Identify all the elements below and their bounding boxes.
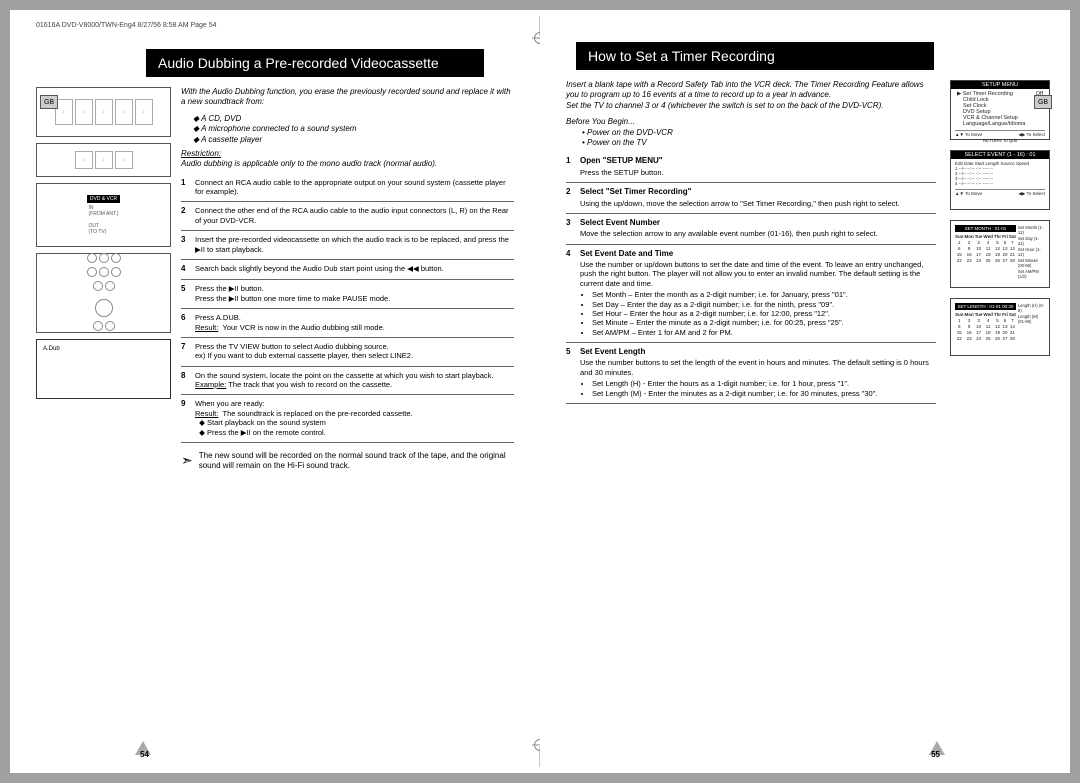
source-list: ◆ A CD, DVD ◆ A microphone connected to … xyxy=(193,114,514,145)
screen-preview-column: SETUP MENU ▶ Set Timer RecordingOff Chil… xyxy=(944,80,1054,408)
intro-text: With the Audio Dubbing function, you era… xyxy=(181,87,514,108)
intro-text-right: Insert a blank tape with a Record Safety… xyxy=(566,80,936,111)
step-row: 1Connect an RCA audio cable to the appro… xyxy=(181,178,514,197)
header-meta: 01616A DVD-V8000/TWN-Eng4 8/27/56 8:58 A… xyxy=(26,22,524,29)
before-label: Before You Begin... xyxy=(566,117,936,127)
illustration-column: ♪♪♪♪♪ ♪♪♪ DVD & VCR IN(FROM ANT.)OUT(TO … xyxy=(36,87,171,472)
illustration-tvscreen: A.Dub xyxy=(36,339,171,399)
step-row: 3Select Event NumberMove the selection a… xyxy=(566,218,936,239)
text-column-left: With the Audio Dubbing function, you era… xyxy=(181,87,514,472)
step-row: 9When you are ready:Result: The soundtra… xyxy=(181,399,514,437)
step-row: 5Press the ▶II button.Press the ▶II butt… xyxy=(181,284,514,303)
footnote: ➣ The new sound will be recorded on the … xyxy=(181,451,514,472)
step-row: 6Press A.DUB.Result: Your VCR is now in … xyxy=(181,313,514,332)
page-spread: 01616A DVD-V8000/TWN-Eng4 8/27/56 8:58 A… xyxy=(10,10,1070,773)
note-arrow-icon: ➣ xyxy=(181,451,193,472)
illustration-dance-small: ♪♪♪ xyxy=(36,143,171,177)
illustration-remote xyxy=(36,253,171,333)
step-row: 3Insert the pre-recorded videocassette o… xyxy=(181,235,514,254)
restriction-text: Audio dubbing is applicable only to the … xyxy=(181,159,514,169)
step-row: 4Search back slightly beyond the Audio D… xyxy=(181,264,514,274)
step-row: 5Set Event LengthUse the number buttons … xyxy=(566,347,936,398)
page-title-left: Audio Dubbing a Pre-recorded Videocasset… xyxy=(146,49,484,77)
step-row: 8On the sound system, locate the point o… xyxy=(181,371,514,390)
steps-right: 1Open "SETUP MENU"Press the SETUP button… xyxy=(566,156,936,404)
page-right: GB How to Set a Timer Recording Insert a… xyxy=(540,10,1070,773)
steps-left: 1Connect an RCA audio cable to the appro… xyxy=(181,178,514,443)
step-row: 2Select "Set Timer Recording"Using the u… xyxy=(566,187,936,208)
page-left: 01616A DVD-V8000/TWN-Eng4 8/27/56 8:58 A… xyxy=(10,10,540,773)
language-badge: GB xyxy=(40,95,58,109)
language-badge: GB xyxy=(1034,95,1052,109)
page-title-right: How to Set a Timer Recording xyxy=(576,42,934,70)
restriction-label: Restriction: xyxy=(181,149,514,159)
screen-select-event: SELECT EVENT (1 - 16) : 01 Edit Date Sta… xyxy=(950,150,1050,210)
illustration-connectors: DVD & VCR IN(FROM ANT.)OUT(TO TV) xyxy=(36,183,171,247)
text-column-right: Insert a blank tape with a Record Safety… xyxy=(556,80,936,408)
page-number-right: 55 xyxy=(931,750,940,759)
step-row: 7Press the TV VIEW button to select Audi… xyxy=(181,342,514,361)
screen-set-length: SET LENGTH : 01-01 00:30 SunMonTueWedThr… xyxy=(950,298,1050,356)
screen-setup-menu: SETUP MENU ▶ Set Timer RecordingOff Chil… xyxy=(950,80,1050,140)
screen-set-month: SET MONTH : 01-01 SunMonTueWedThrFriSat1… xyxy=(950,220,1050,288)
before-list: • Power on the DVD-VCR • Power on the TV xyxy=(582,128,936,149)
step-row: 4Set Event Date and TimeUse the number o… xyxy=(566,249,936,337)
step-row: 2Connect the other end of the RCA audio … xyxy=(181,206,514,225)
step-row: 1Open "SETUP MENU"Press the SETUP button… xyxy=(566,156,936,177)
page-number-left: 54 xyxy=(140,750,149,759)
